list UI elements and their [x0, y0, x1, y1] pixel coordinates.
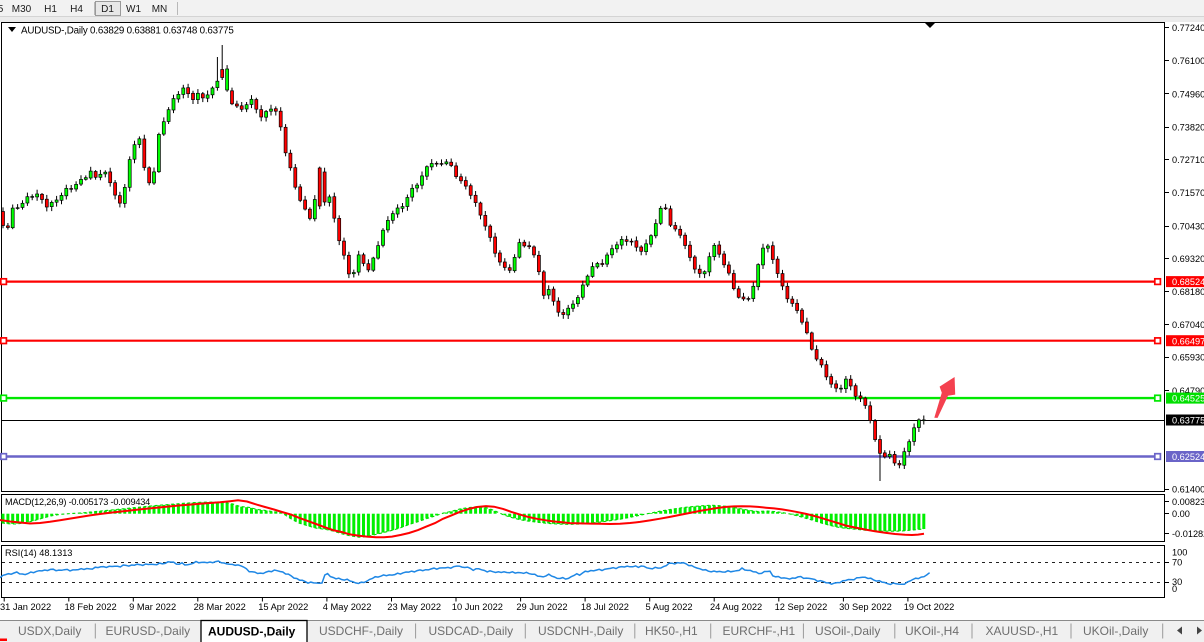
svg-text:USDCAD-,Daily: USDCAD-,Daily [429, 624, 514, 638]
svg-text:-0.01282: -0.01282 [1172, 529, 1204, 539]
svg-text:4 May 2022: 4 May 2022 [323, 602, 372, 612]
svg-text:0.76100: 0.76100 [1172, 56, 1204, 66]
svg-text:USOil-,Daily: USOil-,Daily [815, 624, 880, 638]
svg-text:UKOil-,Daily: UKOil-,Daily [1083, 624, 1148, 638]
svg-text:EURUSD-,Daily: EURUSD-,Daily [106, 624, 191, 638]
svg-text:12 Sep 2022: 12 Sep 2022 [775, 602, 828, 612]
svg-text:MACD(12,26,9) -0.005173 -0.009: MACD(12,26,9) -0.005173 -0.009434 [5, 497, 150, 507]
svg-text:H1: H1 [44, 4, 57, 15]
svg-text:USDCNH-,Daily: USDCNH-,Daily [538, 624, 623, 638]
svg-text:29 Jun 2022: 29 Jun 2022 [516, 602, 567, 612]
svg-text:0.62524: 0.62524 [1172, 452, 1204, 462]
svg-text:0.64525: 0.64525 [1172, 394, 1204, 404]
svg-text:0.73820: 0.73820 [1172, 123, 1204, 133]
svg-text:30: 30 [1172, 577, 1182, 587]
svg-text:AUDUSD-,Daily 0.63829 0.63881: AUDUSD-,Daily 0.63829 0.63881 0.63748 0.… [21, 26, 234, 37]
svg-text:D1: D1 [101, 4, 114, 15]
svg-text:0.65930: 0.65930 [1172, 353, 1204, 363]
svg-text:0: 0 [1172, 584, 1177, 594]
svg-text:W1: W1 [126, 4, 141, 15]
svg-text:0.63775: 0.63775 [1172, 416, 1204, 426]
svg-text:0.72710: 0.72710 [1172, 155, 1204, 165]
svg-text:5: 5 [0, 4, 4, 15]
svg-text:28 Mar 2022: 28 Mar 2022 [194, 602, 246, 612]
svg-text:19 Oct 2022: 19 Oct 2022 [904, 602, 955, 612]
svg-text:0.68180: 0.68180 [1172, 287, 1204, 297]
svg-text:EURCHF-,H1: EURCHF-,H1 [723, 624, 796, 638]
svg-text:9 Mar 2022: 9 Mar 2022 [129, 602, 176, 612]
svg-text:23 May 2022: 23 May 2022 [387, 602, 441, 612]
svg-text:18 Jul 2022: 18 Jul 2022 [581, 602, 629, 612]
svg-text:0.00: 0.00 [1172, 509, 1190, 519]
svg-text:10 Jun 2022: 10 Jun 2022 [452, 602, 503, 612]
svg-text:0.61400: 0.61400 [1172, 485, 1204, 495]
svg-text:24 Aug 2022: 24 Aug 2022 [710, 602, 762, 612]
svg-text:0.69320: 0.69320 [1172, 254, 1204, 264]
svg-text:100: 100 [1172, 547, 1187, 557]
svg-text:0.66497: 0.66497 [1172, 336, 1204, 346]
svg-text:0.67040: 0.67040 [1172, 320, 1204, 330]
svg-text:XAUUSD-,H1: XAUUSD-,H1 [986, 624, 1059, 638]
svg-text:USDX,Daily: USDX,Daily [18, 624, 81, 638]
svg-text:MN: MN [152, 4, 168, 15]
svg-text:M30: M30 [12, 4, 32, 15]
svg-text:30 Sep 2022: 30 Sep 2022 [839, 602, 892, 612]
svg-text:0.77240: 0.77240 [1172, 23, 1204, 33]
svg-text:USDCHF-,Daily: USDCHF-,Daily [319, 624, 403, 638]
svg-text:AUDUSD-,Daily: AUDUSD-,Daily [208, 625, 296, 639]
svg-text:0.71570: 0.71570 [1172, 188, 1204, 198]
svg-text:0.68524: 0.68524 [1172, 277, 1204, 287]
svg-text:31 Jan 2022: 31 Jan 2022 [0, 602, 51, 612]
svg-text:15 Apr 2022: 15 Apr 2022 [258, 602, 308, 612]
svg-text:70: 70 [1172, 557, 1182, 567]
svg-text:RSI(14) 48.1313: RSI(14) 48.1313 [5, 548, 72, 558]
svg-text:5 Aug 2022: 5 Aug 2022 [646, 602, 693, 612]
svg-text:0.00823: 0.00823 [1172, 497, 1204, 507]
svg-text:0.70430: 0.70430 [1172, 221, 1204, 231]
svg-text:UKOil-,H4: UKOil-,H4 [905, 624, 959, 638]
svg-text:18 Feb 2022: 18 Feb 2022 [65, 602, 117, 612]
svg-text:H4: H4 [70, 4, 83, 15]
svg-text:0.64790: 0.64790 [1172, 386, 1204, 396]
svg-text:0.74960: 0.74960 [1172, 89, 1204, 99]
svg-text:HK50-,H1: HK50-,H1 [645, 624, 698, 638]
